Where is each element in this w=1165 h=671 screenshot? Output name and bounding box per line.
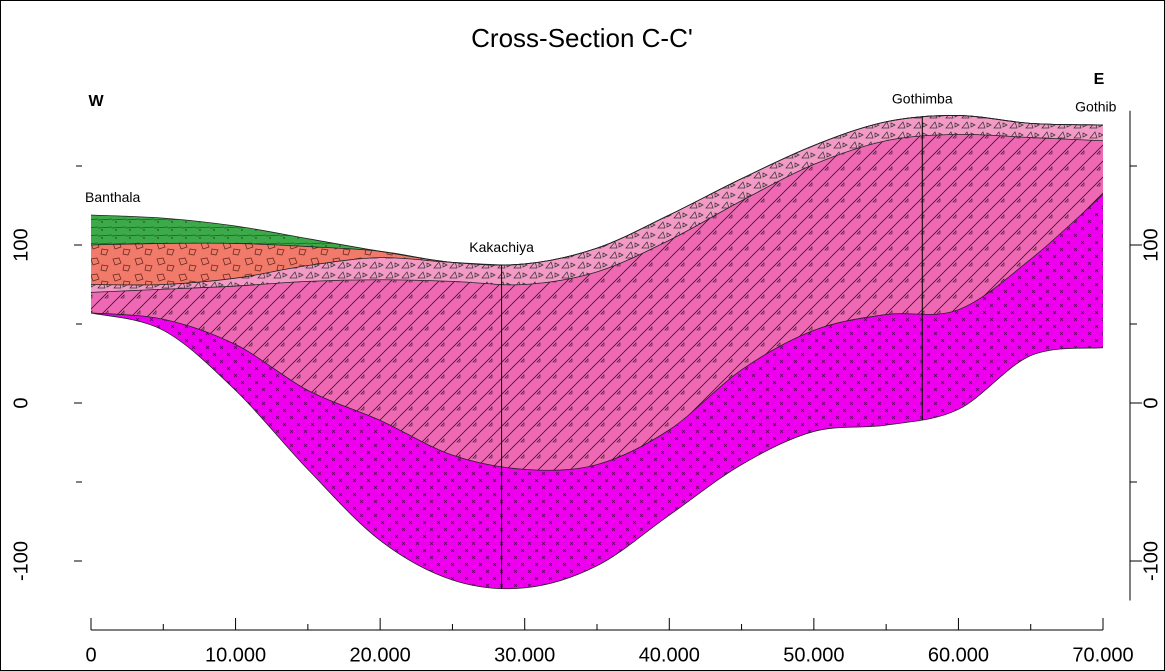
well-label: Gothib: [1075, 99, 1116, 115]
x-tick-label: 40.000: [639, 644, 700, 666]
well-label: Banthala: [85, 189, 140, 205]
x-tick-label: 60.000: [928, 644, 989, 666]
y-tick-label: 0: [10, 397, 32, 408]
well-label: Gothimba: [892, 90, 953, 106]
y2-tick-label: 0: [1140, 397, 1162, 408]
well-label: Kakachiya: [469, 239, 534, 255]
y2-tick-label: 100: [1140, 228, 1162, 261]
y-tick-label: -100: [10, 541, 32, 581]
y-tick-label: 100: [10, 228, 32, 261]
chart: Cross-Section C-C' W E Banthala Kakachiya…: [0, 0, 1165, 671]
x-tick-label: 30.000: [494, 644, 555, 666]
x-tick-label: 10.000: [205, 644, 266, 666]
x-tick-label: 70.000: [1072, 644, 1133, 666]
x-tick-label: 20.000: [350, 644, 411, 666]
west-label: W: [88, 93, 104, 110]
chart-title: Cross-Section C-C': [471, 23, 693, 53]
east-label: E: [1094, 71, 1105, 88]
y2-tick-label: -100: [1140, 541, 1162, 581]
x-tick-label: 50.000: [783, 644, 844, 666]
x-tick-label: 0: [85, 644, 96, 666]
